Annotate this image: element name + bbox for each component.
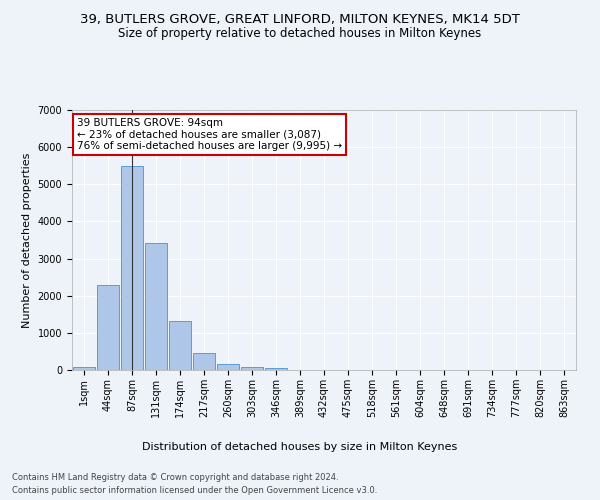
Text: Contains HM Land Registry data © Crown copyright and database right 2024.: Contains HM Land Registry data © Crown c… — [12, 472, 338, 482]
Y-axis label: Number of detached properties: Number of detached properties — [22, 152, 32, 328]
Bar — [193, 352, 215, 370]
Text: Size of property relative to detached houses in Milton Keynes: Size of property relative to detached ho… — [118, 28, 482, 40]
Bar — [169, 322, 191, 370]
Bar — [217, 364, 239, 370]
Bar — [73, 367, 95, 370]
Bar — [241, 367, 263, 370]
Text: 39 BUTLERS GROVE: 94sqm
← 23% of detached houses are smaller (3,087)
76% of semi: 39 BUTLERS GROVE: 94sqm ← 23% of detache… — [77, 118, 342, 151]
Text: Distribution of detached houses by size in Milton Keynes: Distribution of detached houses by size … — [142, 442, 458, 452]
Bar — [265, 368, 287, 370]
Bar — [121, 166, 143, 370]
Bar — [145, 242, 167, 370]
Text: 39, BUTLERS GROVE, GREAT LINFORD, MILTON KEYNES, MK14 5DT: 39, BUTLERS GROVE, GREAT LINFORD, MILTON… — [80, 12, 520, 26]
Text: Contains public sector information licensed under the Open Government Licence v3: Contains public sector information licen… — [12, 486, 377, 495]
Bar — [97, 286, 119, 370]
